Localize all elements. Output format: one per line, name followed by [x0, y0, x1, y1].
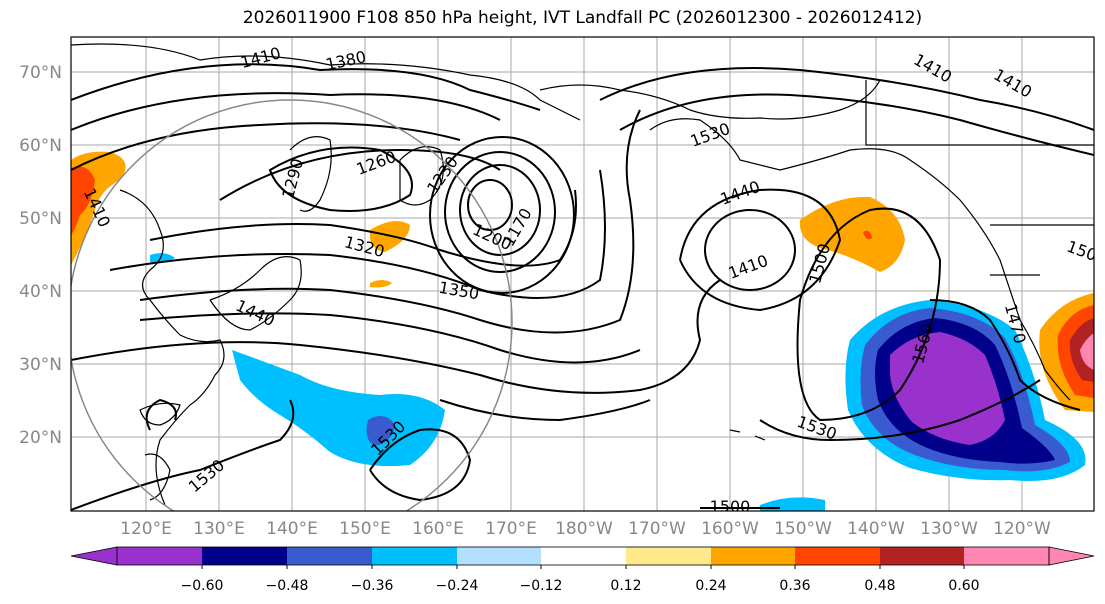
lat-tick-label: 70°N: [19, 63, 62, 83]
colorbar-segment: [880, 547, 964, 565]
contour-label: 1500: [710, 497, 751, 516]
lon-tick-label: 130°E: [193, 519, 245, 539]
colorbar-segment: [711, 547, 795, 565]
colorbar-frame: [116, 546, 1050, 566]
colorbar-tick-label: −0.36: [351, 578, 394, 594]
lat-tick-label: 40°N: [19, 282, 62, 302]
lon-labels: 120°E 130°E 140°E 150°E 160°E 170°E 180°W 170°W…: [120, 519, 1051, 539]
colorbar-segment: [287, 547, 372, 565]
lon-tick-label: 120°E: [120, 519, 172, 539]
colorbar-segment: [372, 547, 457, 565]
colorbar-tick-label: −0.24: [436, 578, 479, 594]
lat-tick-label: 50°N: [19, 209, 62, 229]
colorbar-segment: [202, 547, 287, 565]
lon-tick-label: 130°W: [920, 519, 978, 539]
colorbar-segment: [117, 547, 202, 565]
lat-tick-label: 60°N: [19, 136, 62, 156]
lon-tick-label: 140°E: [266, 519, 318, 539]
lon-tick-label: 170°W: [628, 519, 686, 539]
lat-labels: 70°N 60°N 50°N 40°N 30°N 20°N: [19, 63, 62, 448]
colorbar-tick-label: 0.48: [864, 578, 895, 594]
lon-tick-label: 160°W: [701, 519, 759, 539]
colorbar-segment: [541, 547, 626, 565]
colorbar-tick-label: 0.24: [695, 578, 726, 594]
colorbar-tick-label: −0.48: [266, 578, 309, 594]
range-circle: [71, 99, 513, 511]
colorbar: −0.60 −0.48 −0.36 −0.24 −0.12 0.12 0.24 0.36 0.4…: [70, 546, 1095, 594]
colorbar-extend-high: [1048, 546, 1095, 566]
colorbar-segment: [795, 547, 880, 565]
lat-tick-label: 30°N: [19, 355, 62, 375]
colorbar-tick-label: 0.60: [948, 578, 979, 594]
coastlines: [71, 43, 1094, 506]
chart-title: 2026011900 F108 850 hPa height, IVT Land…: [242, 8, 923, 28]
map-frame: [70, 36, 1095, 512]
lon-tick-label: 180°W: [555, 519, 613, 539]
lon-tick-label: 160°E: [412, 519, 464, 539]
colorbar-segment: [626, 547, 711, 565]
lat-tick-label: 20°N: [19, 428, 62, 448]
lon-tick-label: 140°W: [847, 519, 905, 539]
lon-tick-label: 120°W: [993, 519, 1051, 539]
colorbar-segment: [457, 547, 541, 565]
colorbar-tick-label: −0.60: [181, 578, 224, 594]
colorbar-tick-label: −0.12: [520, 578, 563, 594]
colorbar-tick-label: 0.12: [610, 578, 641, 594]
colorbar-extend-low: [70, 546, 118, 566]
colorbar-segment: [964, 547, 1049, 565]
height-contours: [71, 63, 1094, 511]
lon-tick-label: 150°E: [339, 519, 391, 539]
lon-tick-label: 170°E: [485, 519, 537, 539]
lon-tick-label: 150°W: [774, 519, 832, 539]
colorbar-tick-label: 0.36: [779, 578, 810, 594]
